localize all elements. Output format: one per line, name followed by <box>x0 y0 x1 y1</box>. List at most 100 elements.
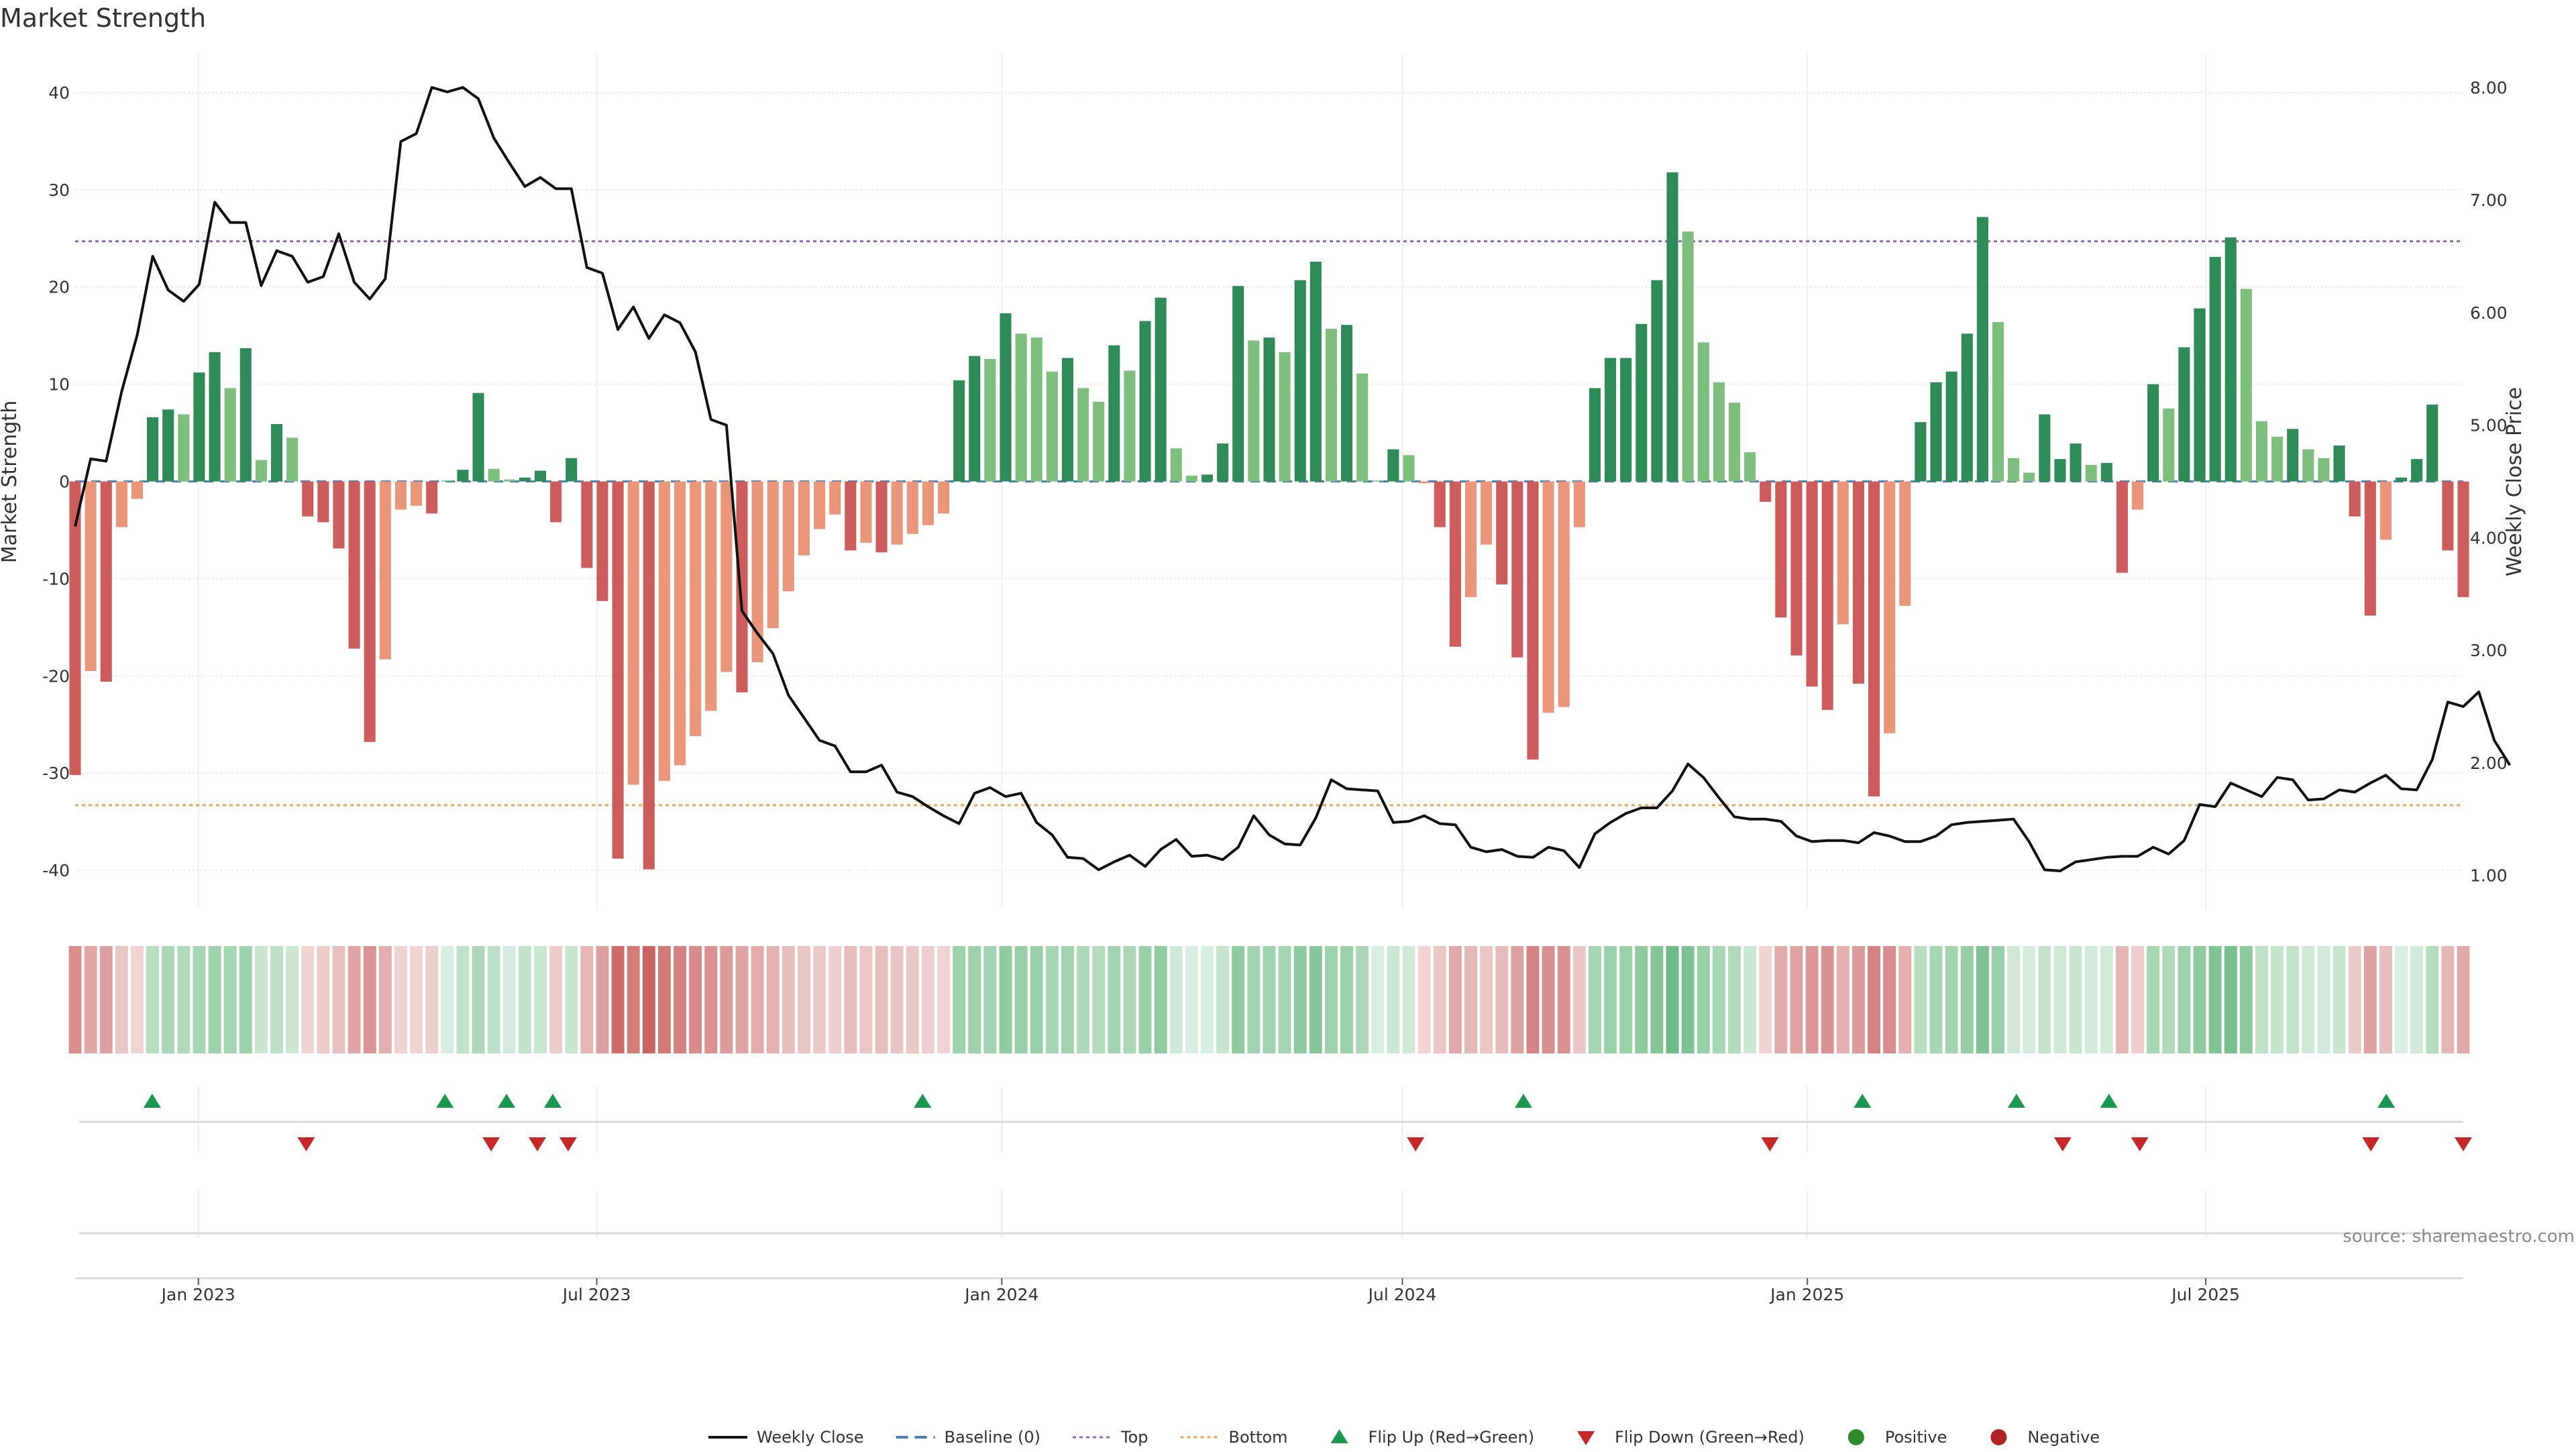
legend-item-top: Top <box>1073 1428 1148 1447</box>
heat-cell <box>1572 946 1586 1053</box>
strength-bar <box>1248 340 1260 482</box>
y2-tick-label: 4.00 <box>2470 528 2508 548</box>
heat-cell <box>828 946 842 1053</box>
heat-cell <box>1154 946 1167 1053</box>
heat-cell <box>441 946 454 1053</box>
strength-bar <box>922 481 934 525</box>
strength-bar <box>643 481 655 870</box>
heat-cell <box>2395 946 2408 1053</box>
strength-bar <box>1185 475 1197 482</box>
strength-bar <box>488 468 500 482</box>
strength-bar <box>2364 481 2376 616</box>
flip-down-marker <box>1407 1137 1425 1151</box>
flip-down-marker <box>482 1137 500 1151</box>
heat-cell <box>1960 946 1974 1053</box>
x-tick-label: Jul 2024 <box>1367 1285 1437 1304</box>
heat-cell <box>1464 946 1477 1053</box>
legend-swatch <box>1330 1429 1348 1443</box>
strength-bar <box>1821 481 1833 710</box>
heat-cell <box>1045 946 1059 1053</box>
strength-bar <box>1325 329 1338 482</box>
strength-bar <box>720 481 733 672</box>
strength-bar <box>1170 448 1182 482</box>
heat-cell <box>1293 946 1307 1053</box>
strength-bar <box>1496 481 1508 585</box>
heat-cell <box>1821 946 1834 1053</box>
strength-bar <box>2178 347 2190 482</box>
heat-cell <box>456 946 470 1053</box>
strength-bar <box>441 480 453 482</box>
strength-bar <box>782 481 794 592</box>
heat-cell <box>1945 946 1958 1053</box>
strength-bar <box>333 481 345 549</box>
strength-bar <box>2194 308 2206 482</box>
strength-bar <box>503 479 515 482</box>
x-tick-label: Jul 2023 <box>561 1285 631 1304</box>
heat-cell <box>890 946 904 1053</box>
heat-cell <box>2208 946 2222 1053</box>
heat-cell <box>2239 946 2253 1053</box>
heat-cell <box>2317 946 2330 1053</box>
strength-bar <box>2147 384 2159 482</box>
heat-cell <box>1588 946 1601 1053</box>
heat-cell <box>1371 946 1385 1053</box>
strength-bar <box>1605 358 1617 482</box>
heat-cell <box>2069 946 2082 1053</box>
strength-bar <box>2287 429 2299 482</box>
strength-bar <box>1449 481 1461 647</box>
strength-bar <box>596 481 608 601</box>
heat-cell <box>642 946 655 1053</box>
legend-item-weekly-close: Weekly Close <box>708 1428 864 1447</box>
strength-bar <box>2379 481 2392 540</box>
y-tick-label: -20 <box>42 666 70 686</box>
heat-cell <box>1340 946 1354 1053</box>
strength-bar <box>1573 481 1585 527</box>
strength-bar <box>2457 481 2469 597</box>
strength-bar <box>627 481 639 785</box>
strength-bar <box>411 481 423 506</box>
heat-cell <box>1759 946 1772 1053</box>
heat-cell <box>1604 946 1617 1053</box>
heat-cell <box>1309 946 1322 1053</box>
heat-cell <box>1619 946 1633 1053</box>
strength-bar <box>2240 289 2252 482</box>
heat-cell <box>425 946 439 1053</box>
heat-cell <box>999 946 1012 1053</box>
x-tick-label: Jul 2025 <box>2170 1285 2240 1304</box>
heat-cell <box>1092 946 1106 1053</box>
y2-tick-label: 2.00 <box>2470 754 2508 773</box>
heat-cell <box>146 946 160 1053</box>
strength-bar <box>860 481 872 543</box>
heat-cell <box>2441 946 2455 1053</box>
strength-bar <box>1387 449 1399 482</box>
strength-bar <box>1201 474 1214 482</box>
strength-bar <box>209 352 221 482</box>
legend-label: Flip Down (Green→Red) <box>1615 1428 1805 1447</box>
legend-label: Bottom <box>1229 1428 1288 1447</box>
heat-cell <box>502 946 516 1053</box>
heat-cell <box>2426 946 2439 1053</box>
heat-cell <box>1666 946 1679 1053</box>
heat-cell <box>751 946 764 1053</box>
heat-cell <box>1480 946 1493 1053</box>
flip-up-marker <box>544 1094 561 1108</box>
heat-cell <box>177 946 191 1053</box>
heat-cell <box>2038 946 2051 1053</box>
strength-bar <box>1976 217 1988 482</box>
strength-bar <box>255 460 267 482</box>
heat-cell <box>2363 946 2377 1053</box>
heat-cell <box>2457 946 2470 1053</box>
flip-markers <box>75 1087 2472 1280</box>
strength-bar <box>1403 455 1415 482</box>
heat-cell <box>2379 946 2392 1053</box>
strength-bar <box>85 481 97 672</box>
legend-label: Baseline (0) <box>945 1428 1040 1447</box>
y2-tick-label: 5.00 <box>2470 416 2508 435</box>
flip-up-marker <box>498 1094 516 1108</box>
heat-cell <box>2100 946 2113 1053</box>
price-line-layer <box>74 86 2512 872</box>
legend-item-flip-down: Flip Down (Green→Red) <box>1577 1428 1805 1447</box>
heat-cell <box>1898 946 1912 1053</box>
heat-cell <box>1495 946 1509 1053</box>
strength-bar <box>2426 405 2438 482</box>
